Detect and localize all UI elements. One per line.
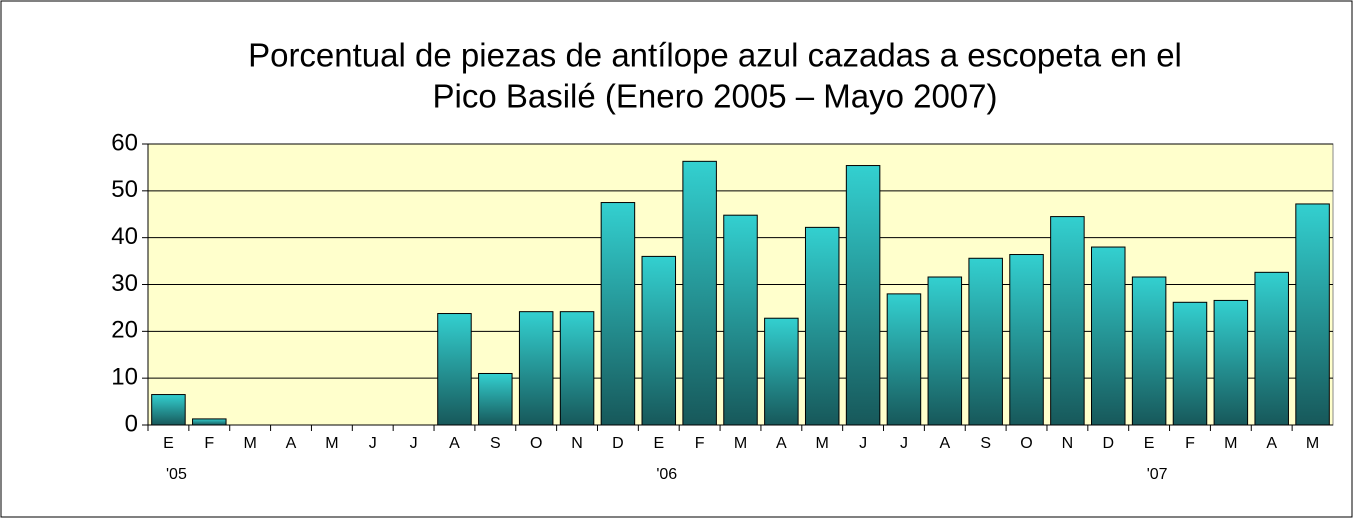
x-tick-label: F [1185,435,1195,452]
bar [518,311,554,426]
bar [559,311,595,426]
x-tick-label: M [325,435,338,452]
bar [1050,216,1085,426]
bar [804,226,840,426]
x-tick-label: F [695,435,705,452]
bar [1172,301,1208,426]
bar [764,317,799,426]
y-tick-label: 50 [111,176,138,203]
bar [192,418,227,426]
x-tick-label: J [859,435,867,452]
bar [478,372,513,426]
x-tick-label: M [1224,435,1237,452]
x-tick-label: S [980,435,991,452]
x-tick-label: D [612,435,624,452]
bar [886,293,922,426]
bar [600,202,636,426]
x-tick-label: O [530,435,542,452]
bar [682,160,717,426]
bar [1254,271,1289,426]
x-tick-label: O [1020,435,1032,452]
y-tick-label: 10 [111,364,138,391]
y-tick-label: 30 [111,270,138,297]
x-tick-label: M [734,435,747,452]
y-tick-label: 40 [111,223,138,250]
x-tick-label: E [653,435,664,452]
year-label: '06 [656,466,677,483]
year-label: '05 [166,466,187,483]
chart-title: Pico Basilé (Enero 2005 – Mayo 2007) [433,78,998,115]
x-tick-label: N [571,435,583,452]
x-tick-label: A [939,435,950,452]
bar [1091,246,1126,426]
bar [968,257,1003,426]
x-tick-label: D [1102,435,1114,452]
y-tick-label: 0 [125,410,138,437]
x-tick-label: M [816,435,829,452]
x-tick-label: M [1306,435,1319,452]
year-label: '07 [1147,466,1168,483]
bar [151,394,186,426]
x-tick-label: J [410,435,418,452]
bar [1009,254,1044,426]
bar [927,276,963,426]
x-tick-label: A [449,435,460,452]
x-tick-label: N [1062,435,1074,452]
x-tick-label: S [490,435,501,452]
bar [845,165,881,426]
x-tick-label: A [286,435,297,452]
bar [723,214,758,426]
x-tick-label: E [163,435,174,452]
x-tick-label: A [1266,435,1277,452]
y-tick-label: 60 [111,129,138,156]
chart-title: Porcentual de piezas de antílope azul ca… [248,37,1182,74]
x-tick-label: A [776,435,787,452]
bar [437,313,472,426]
x-tick-label: F [204,435,214,452]
bar [641,255,677,426]
x-tick-label: M [243,435,256,452]
x-tick-label: J [369,435,377,452]
y-tick-label: 20 [111,317,138,344]
x-tick-label: E [1144,435,1155,452]
bar [1213,299,1249,426]
bar [1131,276,1167,426]
bar [1295,203,1330,426]
x-tick-label: J [900,435,908,452]
